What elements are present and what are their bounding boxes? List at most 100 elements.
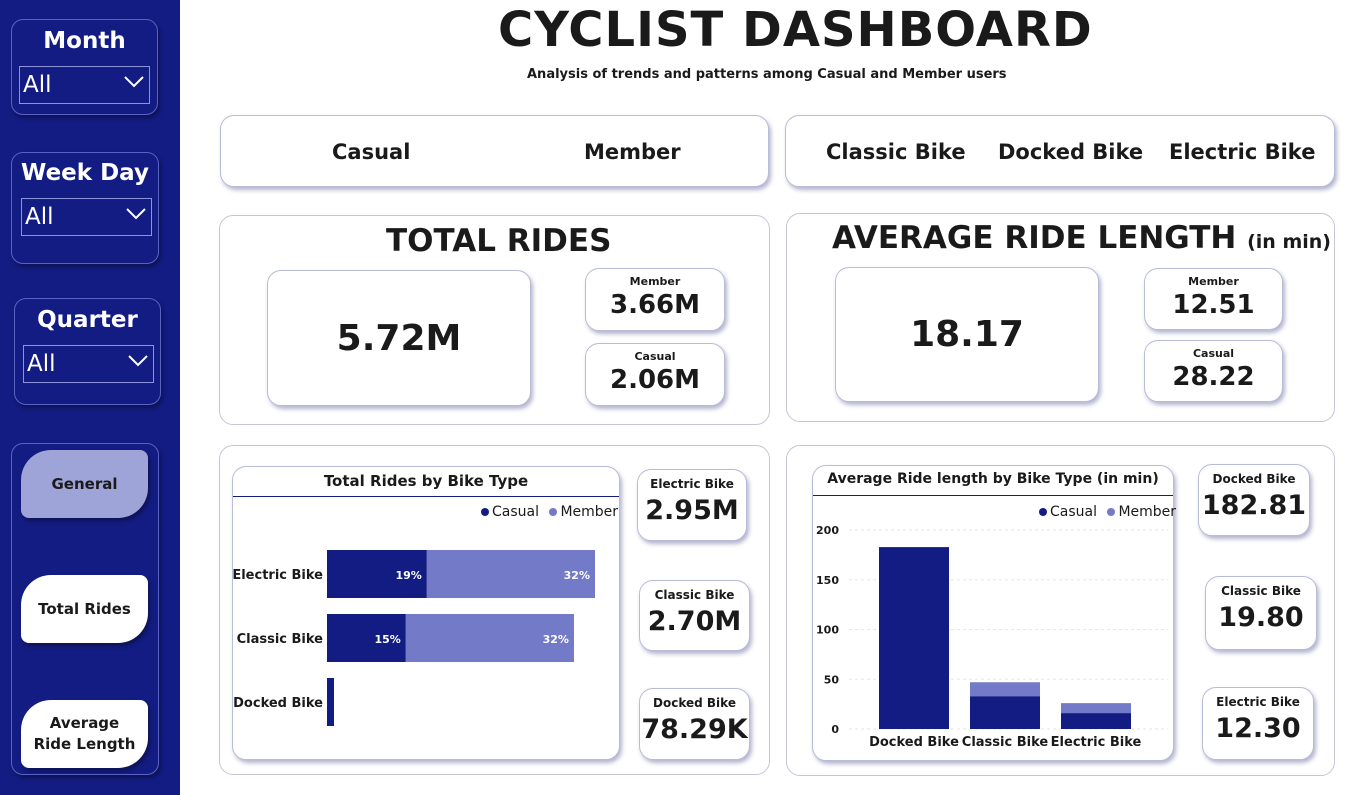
- length-bar-casual: [879, 547, 949, 729]
- general-nav-button[interactable]: General: [21, 450, 148, 518]
- rides-chart-title-rule: [233, 496, 619, 497]
- average-ride-length-unit: (in min): [1247, 231, 1331, 253]
- casual-length-value: 28.22: [1172, 362, 1255, 392]
- length-y-tick-label: 200: [816, 524, 839, 537]
- quarter-dropdown[interactable]: All: [23, 345, 154, 383]
- classic-length-value: 19.80: [1218, 602, 1304, 633]
- navigation-group: [11, 443, 159, 775]
- length-x-tick-label: Classic Bike: [962, 735, 1049, 750]
- chevron-down-icon: [126, 208, 146, 220]
- length-bar-casual: [970, 696, 1040, 729]
- electric-length-value: 12.30: [1215, 713, 1301, 744]
- casual-rides-value: 2.06M: [609, 365, 701, 395]
- length-bar-member: [970, 682, 1040, 697]
- member-length-card: Member 12.51: [1144, 268, 1283, 330]
- length-x-tick-label: Docked Bike: [869, 735, 959, 750]
- electric-length-card: Electric Bike 12.30: [1202, 687, 1314, 760]
- rides-legend-member: Member: [560, 504, 619, 520]
- total-rides-nav-button[interactable]: Total Rides: [21, 575, 148, 643]
- length-chart-title: Average Ride length by Bike Type (in min…: [827, 471, 1159, 487]
- rides-bar-casual: [327, 678, 334, 726]
- docked-rides-label: Docked Bike: [653, 696, 736, 710]
- total-rides-title: TOTAL RIDES: [386, 223, 612, 259]
- length-chart-plot: 0 50 100 150 200 Docked Bike Classic Bike Elect…: [816, 524, 1168, 750]
- rides-legend-casual: Casual: [492, 504, 539, 520]
- length-y-tick-label: 100: [816, 624, 839, 637]
- length-by-bike-type-chart: Average Ride length by Bike Type (in min…: [812, 465, 1177, 761]
- length-y-tick-label: 0: [831, 723, 839, 736]
- rides-bar-casual: [327, 550, 427, 598]
- docked-length-value: 182.81: [1201, 490, 1307, 521]
- length-legend-casual: Casual: [1050, 504, 1097, 520]
- average-ride-length-nav-button[interactable]: Average Ride Length: [21, 700, 148, 768]
- casual-filter-button[interactable]: Casual: [332, 140, 411, 164]
- casual-length-label: Casual: [1192, 347, 1235, 360]
- length-x-tick-label: Electric Bike: [1051, 735, 1142, 750]
- length-by-bike-type-panel: Average Ride length by Bike Type (in min…: [786, 445, 1335, 776]
- total-rides-panel: TOTAL RIDES 5.72M Member 3.66M Casual 2.…: [219, 215, 770, 425]
- electric-rides-label: Electric Bike: [650, 477, 734, 491]
- rides-data-label: 15%: [374, 633, 400, 646]
- average-ride-length-nav-label-1: Average: [49, 714, 120, 732]
- casual-length-card: Casual 28.22: [1144, 340, 1283, 402]
- month-dropdown-value: All: [23, 72, 52, 98]
- month-dropdown[interactable]: All: [19, 66, 150, 104]
- classic-rides-label: Classic Bike: [654, 588, 735, 602]
- month-slicer: Month All: [11, 19, 158, 115]
- classic-rides-card: Classic Bike 2.70M: [639, 580, 750, 651]
- electric-rides-value: 2.95M: [645, 495, 739, 526]
- average-ride-length-nav-label-2: Ride Length: [33, 735, 136, 753]
- member-length-label: Member: [1188, 275, 1239, 288]
- rides-bar-member: [426, 550, 595, 598]
- docked-bike-filter-button[interactable]: Docked Bike: [998, 140, 1144, 164]
- length-y-tick-label: 150: [816, 574, 839, 587]
- electric-bike-filter-button[interactable]: Electric Bike: [1169, 140, 1316, 164]
- electric-rides-card: Electric Bike 2.95M: [637, 469, 747, 541]
- rides-data-label: 19%: [395, 569, 421, 582]
- length-bar-casual: [1061, 713, 1131, 729]
- classic-length-label: Classic Bike: [1221, 584, 1301, 598]
- member-filter-button[interactable]: Member: [584, 140, 681, 164]
- rides-bar-casual: [327, 614, 406, 662]
- total-rides-nav-label: Total Rides: [38, 599, 131, 618]
- rides-data-label: 32%: [564, 569, 590, 582]
- member-legend-dot: [1107, 508, 1116, 516]
- month-slicer-title: Month: [43, 28, 126, 54]
- rides-chart-legend: Casual Member: [481, 504, 618, 520]
- member-rides-card: Member 3.66M: [585, 268, 725, 331]
- week-day-dropdown-value: All: [25, 204, 54, 230]
- rides-category-label: Electric Bike: [233, 568, 323, 583]
- classic-length-card: Classic Bike 19.80: [1205, 576, 1317, 650]
- rides-bar-member: [405, 614, 574, 662]
- average-ride-length-title-text: AVERAGE RIDE LENGTH: [832, 220, 1237, 256]
- length-bar-member: [1061, 703, 1131, 714]
- chevron-down-icon: [124, 76, 144, 88]
- quarter-dropdown-value: All: [27, 351, 56, 377]
- user-type-filter: Casual Member: [220, 115, 769, 187]
- rides-category-label: Docked Bike: [233, 696, 323, 711]
- electric-length-label: Electric Bike: [1216, 695, 1300, 709]
- casual-rides-card: Casual 2.06M: [585, 343, 725, 406]
- member-rides-label: Member: [629, 275, 681, 288]
- average-ride-length-value: 18.17: [835, 267, 1099, 402]
- classic-rides-value: 2.70M: [647, 606, 742, 637]
- page-subtitle: Analysis of trends and patterns among Ca…: [527, 67, 1007, 82]
- quarter-slicer: Quarter All: [14, 298, 161, 405]
- casual-legend-dot: [481, 508, 489, 516]
- casual-rides-label: Casual: [634, 350, 676, 363]
- member-legend-dot: [549, 508, 558, 516]
- classic-bike-filter-button[interactable]: Classic Bike: [826, 140, 966, 164]
- member-rides-value: 3.66M: [609, 290, 701, 320]
- rides-category-label: Classic Bike: [237, 632, 324, 647]
- sidebar: Month All Week Day All Quarter All Gener…: [0, 0, 180, 795]
- bike-type-filter: Classic Bike Docked Bike Electric Bike: [785, 115, 1335, 187]
- rides-by-bike-type-chart: Total Rides by Bike Type Casual Member E…: [232, 466, 620, 760]
- quarter-slicer-title: Quarter: [37, 307, 138, 333]
- page-title: CYCLIST DASHBOARD: [498, 2, 1093, 58]
- member-length-value: 12.51: [1172, 290, 1255, 320]
- length-legend-member: Member: [1118, 504, 1177, 520]
- week-day-dropdown[interactable]: All: [21, 198, 152, 236]
- docked-length-label: Docked Bike: [1212, 472, 1296, 486]
- docked-length-card: Docked Bike 182.81: [1198, 464, 1310, 536]
- average-ride-length-panel: AVERAGE RIDE LENGTH (in min) 18.17 Membe…: [786, 213, 1335, 422]
